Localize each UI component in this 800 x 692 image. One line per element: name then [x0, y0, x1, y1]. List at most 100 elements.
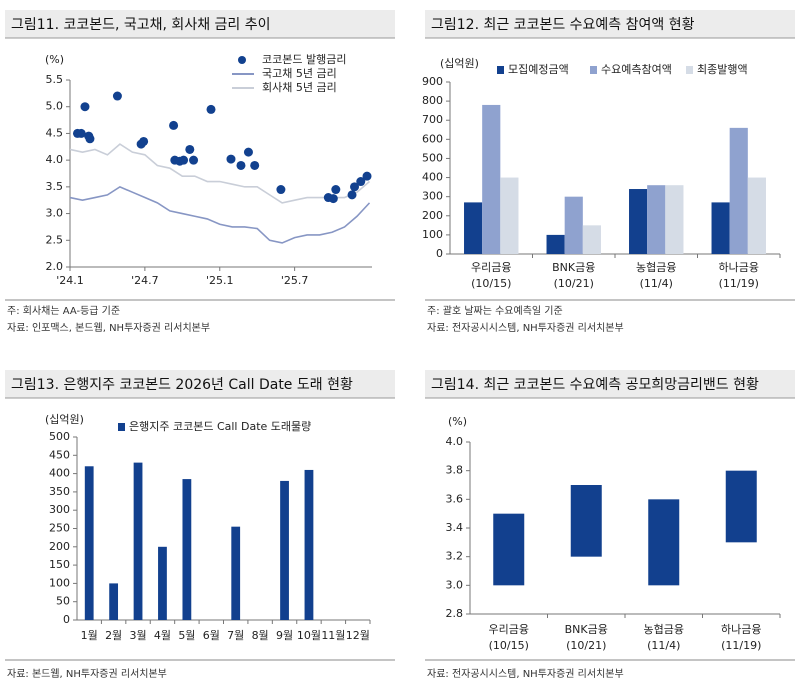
- footnote: 주: 괄호 날짜는 수요예측일 기준: [427, 305, 563, 317]
- title-bar: [5, 10, 395, 38]
- x-tick-label: 1월: [81, 629, 98, 642]
- x-tick-label: 5월: [178, 629, 195, 642]
- x-tick-label: BNK금융: [552, 261, 595, 274]
- data-point: [243, 147, 253, 157]
- bar: [158, 546, 167, 620]
- unit-label: (%): [448, 415, 467, 428]
- legend-label: 모집예정금액: [508, 63, 569, 76]
- x-tick-label: (10/21): [554, 277, 594, 290]
- bar: [84, 466, 94, 620]
- range-bar: [493, 513, 525, 586]
- x-tick-label: BNK금융: [565, 623, 608, 636]
- y-tick-label: 350: [49, 485, 70, 498]
- footnote: 자료: 본드웹, NH투자증권 리서치본부: [7, 668, 167, 680]
- x-tick-label: 2월: [105, 629, 122, 642]
- y-tick-label: 200: [422, 209, 443, 222]
- y-tick-label: 200: [49, 540, 70, 553]
- legend-marker: [238, 56, 246, 64]
- x-tick-label: 6월: [203, 629, 220, 642]
- bar: [280, 480, 289, 620]
- data-point: [226, 154, 236, 164]
- x-tick-label: (11/19): [719, 277, 759, 290]
- x-tick-label: 11월: [321, 629, 345, 642]
- unit-label: (%): [45, 53, 64, 66]
- y-tick-label: 3.4: [446, 521, 464, 534]
- data-point: [276, 185, 286, 195]
- y-tick-label: 3.0: [46, 207, 64, 220]
- y-tick-label: 500: [422, 151, 443, 164]
- y-tick-label: 5.5: [46, 73, 64, 86]
- data-point: [179, 155, 189, 165]
- data-point: [328, 194, 338, 204]
- unit-label: (십억원): [45, 413, 84, 426]
- line-series: [69, 185, 371, 244]
- line-series: [69, 143, 371, 204]
- y-tick-label: 150: [49, 558, 70, 571]
- y-tick-label: 100: [422, 228, 443, 241]
- bar: [500, 177, 519, 254]
- x-tick-label: 10월: [297, 629, 321, 642]
- y-tick-label: 3.6: [446, 492, 464, 505]
- footnote: 자료: 인포맥스, 본드웹, NH투자증권 리서치본부: [7, 322, 210, 334]
- bar: [582, 225, 601, 254]
- x-tick-label: 3월: [129, 629, 146, 642]
- title-bar: [425, 370, 795, 398]
- x-tick-label: (10/21): [566, 639, 606, 652]
- y-tick-label: 100: [49, 576, 70, 589]
- x-tick-label: 8월: [252, 629, 269, 642]
- x-tick-label: 하나금융: [721, 622, 761, 636]
- y-tick-label: 800: [422, 94, 443, 107]
- x-tick-label: (11/4): [640, 277, 673, 290]
- x-tick-label: '25.1: [206, 274, 234, 287]
- title-bar: [425, 10, 795, 38]
- legend-marker: [497, 66, 504, 74]
- bar: [647, 185, 666, 254]
- y-tick-label: 250: [49, 522, 70, 535]
- x-tick-label: 농협금융: [636, 261, 676, 274]
- legend-marker: [686, 66, 693, 74]
- y-tick-label: 3.0: [446, 578, 464, 591]
- y-tick-label: 2.8: [446, 607, 464, 620]
- y-tick-label: 400: [422, 171, 443, 184]
- legend-label: 코코본드 발행금리: [262, 53, 346, 66]
- y-tick-label: 700: [422, 113, 443, 126]
- data-point: [206, 104, 216, 114]
- y-tick-label: 300: [422, 190, 443, 203]
- data-point: [112, 91, 122, 101]
- legend-label: 국고채 5년 금리: [262, 67, 337, 80]
- unit-label: (십억원): [440, 57, 479, 70]
- x-tick-label: 농협금융: [644, 623, 684, 636]
- y-tick-label: 2.0: [46, 260, 64, 273]
- data-point: [185, 144, 195, 154]
- y-tick-label: 3.5: [46, 180, 64, 193]
- y-tick-label: 0: [436, 247, 443, 260]
- bar: [729, 127, 748, 254]
- title-bar: [5, 370, 395, 398]
- x-tick-label: 7월: [227, 629, 244, 642]
- chart-title: 그림13. 은행지주 코코본드 2026년 Call Date 도래 현황: [11, 377, 353, 393]
- y-tick-label: 5.0: [46, 100, 64, 113]
- data-point: [347, 190, 357, 200]
- y-tick-label: 2.5: [46, 233, 64, 246]
- y-tick-label: 4.5: [46, 126, 64, 139]
- range-bar: [725, 470, 757, 543]
- x-tick-label: (11/4): [647, 639, 680, 652]
- y-tick-label: 50: [56, 595, 70, 608]
- bar: [482, 104, 501, 254]
- x-tick-label: 우리금융: [471, 261, 511, 274]
- footnote: 자료: 전자공시시스템, NH투자증권 리서치본부: [427, 322, 624, 334]
- x-tick-label: 4월: [154, 629, 171, 642]
- data-point: [362, 171, 372, 181]
- data-point: [85, 134, 95, 144]
- bar: [109, 583, 119, 620]
- x-tick-label: 우리금융: [489, 623, 529, 636]
- footnote: 주: 회사채는 AA-등급 기준: [7, 305, 120, 317]
- data-point: [350, 182, 360, 192]
- y-tick-label: 450: [49, 448, 70, 461]
- range-bar: [570, 485, 602, 557]
- data-point: [139, 136, 149, 146]
- data-point: [250, 160, 260, 170]
- y-tick-label: 4.0: [46, 153, 64, 166]
- y-tick-label: 0: [63, 613, 70, 626]
